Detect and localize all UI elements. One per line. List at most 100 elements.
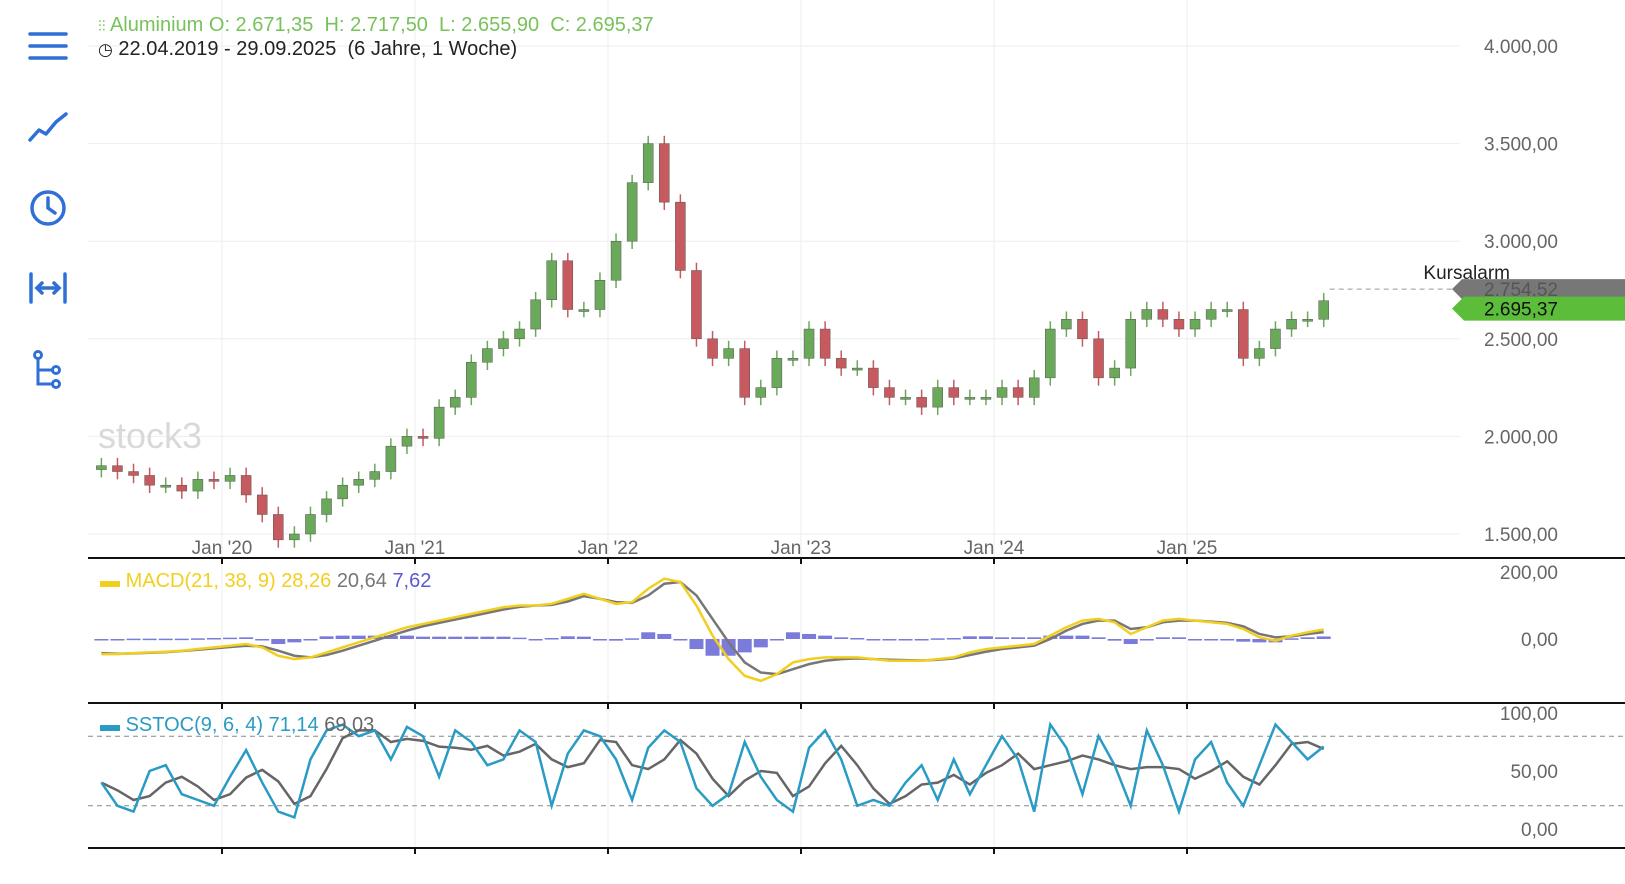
histogram-bar	[271, 639, 286, 645]
macd-tick-label: 0,00	[1521, 630, 1558, 651]
line-chart-icon[interactable]	[26, 106, 70, 150]
candle-body	[1173, 319, 1185, 330]
histogram-bar	[255, 639, 270, 641]
candle-body	[964, 397, 976, 400]
histogram-bar	[946, 637, 961, 640]
histogram-bar	[206, 637, 221, 640]
k-line	[100, 721, 1325, 820]
price-tick-label: 2.000,00	[1484, 427, 1558, 448]
sstoc-panel	[88, 721, 1625, 820]
histogram-bar	[1011, 637, 1026, 639]
x-tick-label: Jan '25	[1157, 538, 1218, 559]
signal-line	[101, 580, 1324, 676]
histogram-bar	[239, 637, 254, 639]
histogram-bar	[416, 636, 431, 639]
macd-value: 28,26	[281, 570, 332, 592]
macd-line	[101, 577, 1324, 683]
candle-body	[433, 406, 445, 439]
candle-body	[1045, 328, 1056, 379]
histogram-bar	[1252, 639, 1267, 643]
macd-swatch: ▬	[100, 570, 120, 592]
candle-body	[449, 397, 461, 408]
candle-body	[642, 143, 654, 183]
histogram-bar	[834, 637, 849, 639]
histogram-bar	[882, 639, 897, 641]
histogram-bar	[1188, 639, 1203, 641]
macd-legend[interactable]: ▬ MACD(21, 38, 9) 28,26 20,64 7,62	[100, 570, 431, 593]
histogram-bar	[1204, 639, 1219, 641]
histogram-bar	[1220, 639, 1235, 641]
macd-label: MACD(21, 38, 9)	[125, 570, 276, 592]
candle-body	[466, 361, 477, 398]
histogram-bar	[866, 639, 881, 641]
candle-body	[996, 387, 1008, 398]
candle-body	[948, 387, 960, 398]
price-tick-label: 4.000,00	[1484, 37, 1558, 58]
k-value: 71,14	[268, 714, 319, 736]
histogram-bar	[592, 639, 607, 641]
clock-icon[interactable]	[26, 186, 70, 230]
histogram-bar	[1236, 639, 1251, 642]
sstoc-swatch: ▬	[100, 714, 120, 736]
candle-body	[482, 348, 493, 363]
histogram-bar	[753, 639, 768, 648]
sstoc-tick-label: 50,00	[1510, 762, 1558, 783]
candle-body	[1157, 309, 1169, 320]
macd-panel	[94, 577, 1331, 683]
histogram-bar	[609, 639, 624, 641]
last-price-tag	[1452, 296, 1625, 321]
candle-body	[1012, 387, 1024, 398]
candle-body	[1286, 319, 1297, 330]
hist-value: 7,62	[392, 570, 432, 592]
histogram-bar	[1139, 639, 1154, 641]
candle-body	[900, 397, 911, 400]
candle-body	[1028, 377, 1040, 398]
range-text: 22.04.2019 - 29.09.2025	[118, 38, 337, 60]
histogram-bar	[528, 639, 543, 641]
candle-body	[1109, 367, 1120, 379]
expand-horizontal-icon[interactable]	[26, 266, 70, 310]
candle-body	[610, 240, 622, 281]
last-price-value: 2.695,37	[1484, 300, 1558, 321]
candle-body	[208, 479, 220, 482]
histogram-bar	[657, 633, 672, 639]
watermark-logo: stock3	[98, 415, 202, 456]
candle-body	[337, 484, 348, 500]
histogram-bar	[978, 636, 993, 639]
candle-body	[1125, 319, 1136, 369]
sstoc-label: SSTOC(9, 6, 4)	[125, 714, 264, 736]
histogram-bar	[480, 636, 495, 639]
histogram-bar	[1059, 635, 1074, 639]
candle-body	[1141, 309, 1153, 320]
histogram-bar	[1171, 637, 1186, 639]
histogram-bar	[1316, 636, 1331, 639]
candle-body	[659, 143, 670, 203]
candle-body	[1302, 319, 1313, 322]
candle-body	[819, 328, 831, 359]
histogram-bar	[448, 636, 463, 639]
candle-body	[691, 270, 702, 340]
histogram-bar	[512, 637, 527, 640]
candle-body	[256, 494, 268, 515]
price-tick-label: 1.500,00	[1484, 525, 1558, 546]
sstoc-legend[interactable]: ▬ SSTOC(9, 6, 4) 71,14 69,03	[100, 714, 374, 737]
candle-body	[884, 387, 895, 398]
menu-icon[interactable]	[26, 24, 70, 68]
date-range[interactable]: ◷ 22.04.2019 - 29.09.2025 (6 Jahre, 1 Wo…	[98, 38, 517, 61]
histogram-bar	[850, 637, 865, 640]
histogram-bar	[1300, 637, 1315, 639]
candle-body	[916, 397, 927, 408]
histogram-bar	[898, 639, 913, 641]
histogram-bar	[496, 636, 511, 639]
candle-body	[417, 436, 429, 439]
candle-body	[594, 279, 606, 310]
candle-body	[144, 475, 155, 486]
x-tick-label: Jan '23	[771, 538, 832, 559]
indicator-tree-icon[interactable]	[26, 348, 70, 392]
macd-tick-label: 200,00	[1500, 563, 1558, 584]
candle-body	[353, 479, 364, 486]
alarm-tag	[1452, 279, 1625, 300]
histogram-bar	[432, 636, 447, 639]
candle-body	[498, 338, 509, 349]
